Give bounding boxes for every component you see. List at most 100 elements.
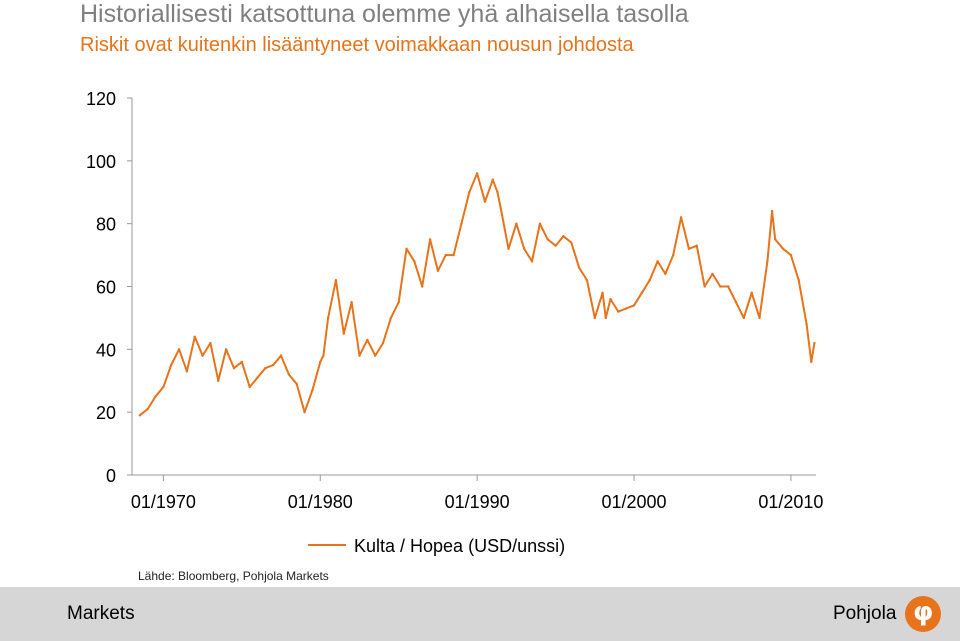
x-axis: 01/1970 01/1980 01/1990 01/2000 01/2010 <box>131 474 823 512</box>
data-point <box>570 241 573 244</box>
data-point <box>322 354 325 357</box>
data-point <box>264 366 267 370</box>
data-point <box>334 279 338 282</box>
data-point <box>758 316 761 320</box>
data-point <box>271 363 275 367</box>
data-point <box>750 291 753 294</box>
data-point <box>742 316 746 320</box>
data-point <box>138 414 142 417</box>
data-point <box>734 301 738 304</box>
data-point <box>601 291 604 294</box>
data-point <box>428 238 432 241</box>
x-tick-label: 01/2010 <box>758 492 823 512</box>
data-point <box>311 388 314 392</box>
y-tick-label: 40 <box>96 340 116 360</box>
data-point <box>632 304 636 307</box>
data-point <box>719 285 722 288</box>
data-point <box>530 260 534 263</box>
data-point <box>726 285 730 288</box>
data-point <box>499 206 502 210</box>
series-line <box>139 172 816 417</box>
data-point <box>468 191 471 194</box>
data-point <box>279 354 283 357</box>
y-tick-label: 20 <box>96 403 116 423</box>
data-point <box>687 247 691 250</box>
data-point <box>496 191 499 194</box>
x-tick-label: 01/2000 <box>601 492 666 512</box>
data-point <box>389 316 393 320</box>
data-point <box>436 269 440 272</box>
data-point <box>381 341 385 345</box>
data-point <box>546 238 549 241</box>
data-point <box>295 382 298 386</box>
data-point <box>444 253 447 257</box>
data-point <box>789 253 793 257</box>
x-tick-label: 01/1970 <box>131 492 196 512</box>
data-point <box>523 247 526 250</box>
legend-label: Kulta / Hopea (USD/unssi) <box>354 536 565 556</box>
x-tick-label: 01/1980 <box>288 492 353 512</box>
data-point <box>460 222 463 225</box>
data-point <box>240 360 244 364</box>
x-tick-label: 01/1990 <box>445 492 510 512</box>
data-point <box>648 279 651 282</box>
data-point <box>248 385 251 389</box>
footer-brand-pohjola: Pohjola <box>833 603 897 624</box>
data-point <box>350 301 353 304</box>
data-point <box>656 260 659 263</box>
data-point <box>774 238 777 241</box>
legend: Kulta / Hopea (USD/unssi) <box>308 536 565 556</box>
data-point <box>507 247 510 250</box>
data-point <box>162 385 165 389</box>
y-tick-label: 60 <box>96 278 116 298</box>
data-point <box>209 341 212 345</box>
series-layer <box>138 172 816 417</box>
data-point <box>515 222 518 225</box>
data-point <box>805 323 808 326</box>
footer-bar: Markets Pohjola φ <box>0 587 960 641</box>
data-point <box>326 316 330 320</box>
data-point <box>604 316 607 320</box>
data-point <box>224 348 228 351</box>
data-point <box>342 332 345 335</box>
data-point <box>770 209 774 213</box>
data-point <box>538 222 542 225</box>
data-point <box>577 266 581 269</box>
data-point <box>585 279 589 282</box>
data-point <box>452 253 455 257</box>
data-point <box>711 272 714 276</box>
data-point <box>781 247 785 250</box>
data-point <box>797 279 800 282</box>
data-point <box>679 216 683 219</box>
data-point <box>413 260 416 263</box>
source-note: Lähde: Bloomberg, Pohjola Markets <box>138 569 329 583</box>
data-point <box>366 338 369 342</box>
data-point <box>373 354 377 357</box>
y-tick-label: 80 <box>96 215 116 235</box>
page-subtitle: Riskit ovat kuitenkin lisääntyneet voima… <box>80 34 634 56</box>
footer-brand-markets: Markets <box>67 603 135 624</box>
data-point <box>554 244 557 247</box>
data-point <box>397 301 400 304</box>
data-point <box>256 376 259 379</box>
data-point <box>562 235 565 238</box>
data-point <box>154 395 157 398</box>
data-point <box>405 247 408 250</box>
data-point <box>810 360 813 364</box>
y-tick-label: 120 <box>86 89 116 109</box>
data-point <box>672 253 675 257</box>
data-point <box>232 366 236 370</box>
data-point <box>766 260 769 263</box>
data-point <box>319 360 322 364</box>
data-point <box>624 307 628 310</box>
data-point <box>640 291 644 294</box>
data-point <box>146 407 149 411</box>
data-point <box>201 354 204 357</box>
data-point <box>617 310 620 313</box>
data-point <box>177 348 181 351</box>
data-point <box>185 370 189 373</box>
data-point <box>475 172 479 175</box>
data-point <box>170 363 173 367</box>
data-point <box>664 272 667 276</box>
